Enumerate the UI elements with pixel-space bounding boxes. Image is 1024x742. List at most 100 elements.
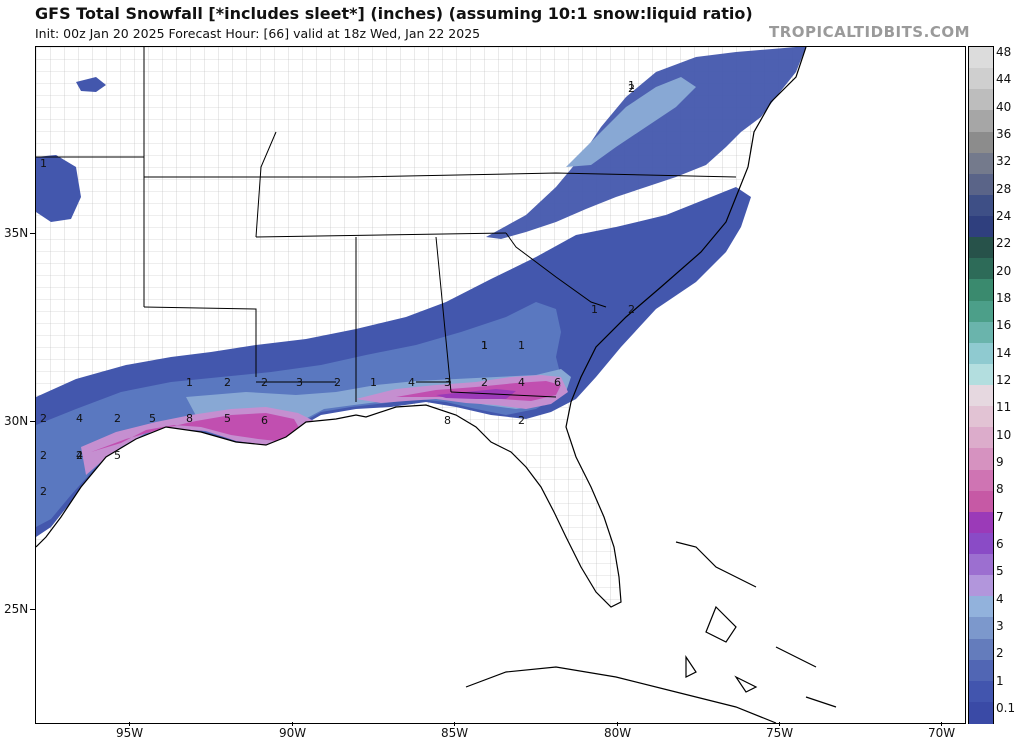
legend-label: 40 bbox=[996, 99, 1012, 114]
contour-label: 1 bbox=[481, 339, 488, 352]
legend-swatch bbox=[969, 596, 993, 618]
contour-label: 1 bbox=[40, 157, 47, 170]
legend-label: 5 bbox=[996, 564, 1004, 579]
contour-label: 3 bbox=[296, 376, 303, 389]
legend-swatch bbox=[969, 511, 993, 534]
color-legend bbox=[968, 46, 994, 724]
contour-label: 2 bbox=[261, 376, 268, 389]
contour-label: 5 bbox=[114, 449, 121, 462]
legend-label: 7 bbox=[996, 509, 1004, 524]
legend-label: 14 bbox=[996, 345, 1012, 360]
legend-swatch bbox=[969, 427, 993, 449]
contour-label: 2 bbox=[40, 449, 47, 462]
coastlines bbox=[36, 47, 837, 723]
snow-streak-north bbox=[486, 47, 806, 239]
legend-label: 22 bbox=[996, 236, 1012, 251]
lat-label-25n: 25N bbox=[4, 602, 29, 616]
snowfall-map: 1 2 4 2 5 8 5 6 1 2 2 3 2 1 4 3 2 4 6 2 … bbox=[35, 46, 966, 724]
lon-tick bbox=[941, 722, 942, 726]
legend-label: 11 bbox=[996, 400, 1012, 415]
contour-label: 2 bbox=[40, 412, 47, 425]
legend-swatch bbox=[969, 194, 993, 217]
legend-label: 10 bbox=[996, 427, 1012, 442]
brand-watermark: TROPICALTIDBITS.COM bbox=[769, 23, 970, 41]
legend-swatch bbox=[969, 279, 993, 301]
contour-label: 5 bbox=[149, 412, 156, 425]
legend-swatch bbox=[969, 216, 993, 238]
legend-swatch bbox=[969, 448, 993, 470]
contour-label: 1 bbox=[591, 303, 598, 316]
legend-label: 1 bbox=[996, 673, 1004, 688]
legend-label: 16 bbox=[996, 318, 1012, 333]
legend-label: 36 bbox=[996, 127, 1012, 141]
contour-label: 1 bbox=[518, 339, 525, 352]
contour-label: 1 bbox=[481, 339, 488, 352]
legend-swatch bbox=[969, 406, 993, 428]
legend-swatch bbox=[969, 554, 993, 576]
legend-label: 44 bbox=[996, 72, 1012, 87]
snow-blob-nw bbox=[76, 77, 106, 92]
contour-label: 8 bbox=[186, 412, 193, 425]
legend-label: 28 bbox=[996, 181, 1012, 196]
gulf-of-mexico bbox=[36, 405, 965, 723]
contour-label: 1 bbox=[628, 79, 635, 92]
legend-swatch bbox=[969, 152, 993, 175]
lon-label-95w: 95W bbox=[116, 726, 144, 740]
legend-swatch bbox=[969, 110, 993, 132]
legend-label: 9 bbox=[996, 455, 1004, 469]
contour-label: 1 bbox=[186, 376, 193, 389]
legend-swatch bbox=[969, 490, 993, 513]
legend-swatch bbox=[969, 68, 993, 90]
lat-tick bbox=[30, 609, 35, 610]
legend-swatch bbox=[969, 617, 993, 639]
contour-label: 2 bbox=[628, 303, 635, 316]
snow-band-heavy-west2 bbox=[91, 413, 302, 452]
contour-label: 2 bbox=[481, 376, 488, 389]
snow-blob-west bbox=[36, 155, 81, 222]
contour-labels: 1 2 4 2 5 8 5 6 1 2 2 3 2 1 4 3 2 4 6 2 … bbox=[40, 79, 635, 498]
contour-label: 2 bbox=[334, 376, 341, 389]
lon-label-75w: 75W bbox=[766, 726, 794, 740]
contour-label: 4 bbox=[76, 449, 83, 462]
legend-label: 0.1 bbox=[996, 701, 1016, 715]
legend-swatch bbox=[969, 173, 993, 196]
contour-label: 6 bbox=[554, 376, 561, 389]
map-title: GFS Total Snowfall [*includes sleet*] (i… bbox=[35, 4, 753, 23]
lon-label-80w: 80W bbox=[604, 726, 632, 740]
legend-swatch bbox=[969, 321, 993, 344]
legend-label: 48 bbox=[996, 45, 1012, 59]
lon-tick bbox=[292, 722, 293, 726]
legend-swatch bbox=[969, 469, 993, 492]
lon-tick bbox=[779, 722, 780, 726]
contour-label: 5 bbox=[224, 412, 231, 425]
legend-label: 3 bbox=[996, 619, 1004, 633]
legend-label: 2 bbox=[996, 646, 1004, 661]
legend-swatch bbox=[969, 47, 993, 69]
contour-label: 2 bbox=[518, 414, 525, 427]
contour-label: 4 bbox=[408, 376, 415, 389]
legend-swatch bbox=[969, 363, 993, 386]
legend-label: 6 bbox=[996, 537, 1004, 551]
legend-swatch bbox=[969, 258, 993, 280]
lon-label-85w: 85W bbox=[441, 726, 469, 740]
legend-swatch bbox=[969, 89, 993, 111]
lat-tick bbox=[30, 233, 35, 234]
snow-band-max bbox=[436, 389, 516, 399]
legend-label: 20 bbox=[996, 263, 1012, 278]
map-subtitle: Init: 00z Jan 20 2025 Forecast Hour: [66… bbox=[35, 26, 481, 41]
lon-label-90w: 90W bbox=[279, 726, 307, 740]
legend-label: 32 bbox=[996, 154, 1012, 169]
contour-label: 2 bbox=[114, 412, 121, 425]
legend-label: 24 bbox=[996, 209, 1012, 223]
legend-swatch bbox=[969, 131, 993, 154]
contour-label: 2 bbox=[76, 449, 83, 462]
legend-swatch bbox=[969, 680, 993, 703]
legend-swatch bbox=[969, 575, 993, 597]
legend-label: 8 bbox=[996, 482, 1004, 497]
state-borders bbox=[36, 47, 737, 402]
legend-swatch bbox=[969, 701, 993, 724]
lat-label-30n: 30N bbox=[4, 414, 29, 428]
contour-label: 8 bbox=[444, 414, 451, 427]
contour-label: 4 bbox=[518, 376, 525, 389]
legend-swatch bbox=[969, 659, 993, 682]
